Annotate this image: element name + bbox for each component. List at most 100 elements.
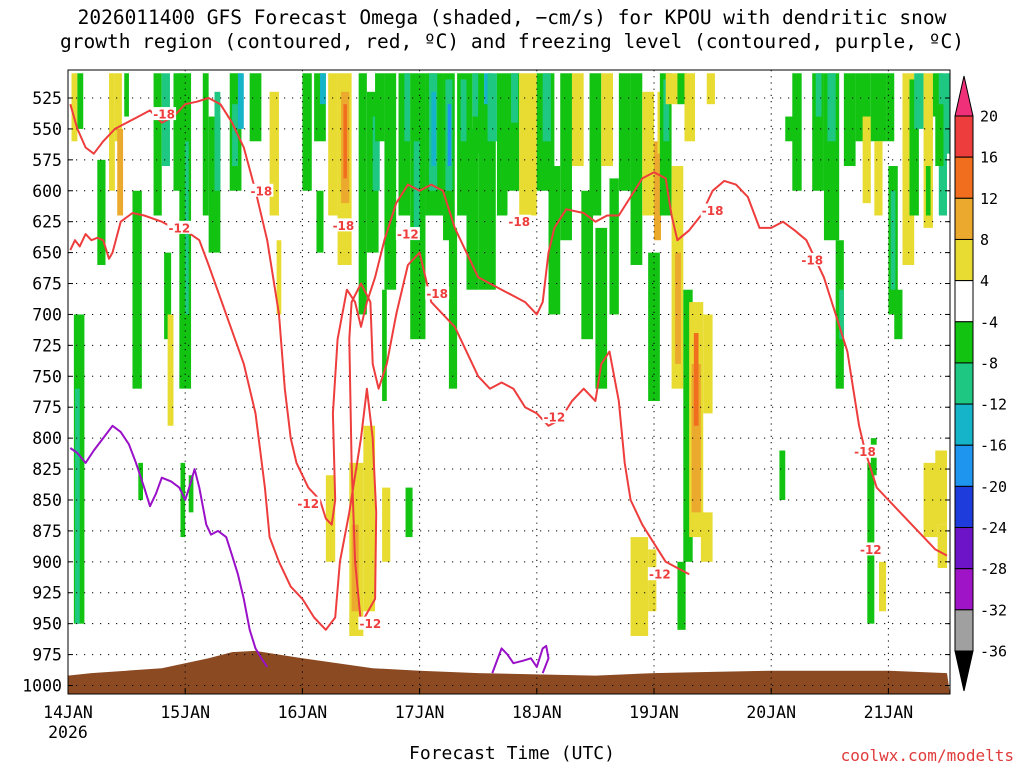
y-tick-label: 900 <box>32 553 62 572</box>
contour-label-text: -12 <box>544 411 566 425</box>
omega-cell <box>560 73 572 241</box>
omega-cell <box>706 73 715 105</box>
omega-cell <box>249 73 262 142</box>
colorbar: 20 16 12 8 4 -4 -8 -12 -16 -20 -24 -28 -32 -36 <box>954 75 1007 692</box>
contour-label: -12 <box>167 220 192 235</box>
y-tick-label: 550 <box>32 120 62 139</box>
contour-label-bg <box>800 253 825 267</box>
omega-cell <box>815 73 822 117</box>
contour-label-bg <box>395 227 420 241</box>
omega-cell <box>132 190 142 389</box>
colorbar-swatch <box>954 321 974 364</box>
omega-cell <box>879 561 887 612</box>
omega-cell <box>237 73 244 129</box>
y-tick-label: 875 <box>32 522 62 541</box>
y-tick-label: 650 <box>32 244 62 263</box>
colorbar-tick-label: -8 <box>980 354 998 372</box>
omega-cell <box>302 73 312 191</box>
omega-cell <box>862 116 871 204</box>
x-tick-label: 21JAN <box>864 703 914 722</box>
y-tick-label: 600 <box>32 182 62 201</box>
contour-labels: -18 -18 -12 -12 -18 -12 -18 -12 -18 -12 -18 -12 -18 -… <box>152 107 883 631</box>
omega-cell <box>507 73 520 191</box>
omega-cell <box>382 487 391 562</box>
contour-label-bg <box>852 444 877 458</box>
freezing-level-contours <box>69 424 550 674</box>
contour-label-bg <box>542 410 567 424</box>
omega-cell <box>935 450 947 525</box>
y-tick-label: 850 <box>32 491 62 510</box>
omega-cell <box>827 73 836 142</box>
omega-cell <box>384 73 397 290</box>
contour-label-bg <box>249 183 274 197</box>
omega-cell <box>677 73 687 105</box>
omega-cell <box>173 73 182 191</box>
contour-label-text: -18 <box>508 215 530 229</box>
omega-cell <box>276 240 282 315</box>
omega-cell <box>839 289 844 340</box>
dgz-contour-line <box>69 97 948 557</box>
dgz-contours <box>69 97 948 631</box>
contour-label-bg <box>331 218 356 232</box>
contour-label: -18 <box>152 107 177 122</box>
omega-cell <box>792 73 802 191</box>
omega-cell <box>630 73 643 265</box>
contour-label-text: -18 <box>426 287 448 301</box>
omega-cell <box>874 141 883 216</box>
x-tick-label: 15JAN <box>160 703 210 722</box>
colorbar-tick-label: -16 <box>980 437 1007 455</box>
omega-cell <box>316 190 324 253</box>
colorbar-tick-label: 4 <box>980 272 989 290</box>
contour-label: -12 <box>858 542 883 557</box>
omega-cell <box>932 73 943 117</box>
omega-cell <box>812 73 824 191</box>
contour-label: -12 <box>542 410 567 425</box>
omega-cell <box>358 73 367 315</box>
chart-title-line1: 2026011400 GFS Forecast Omega (shaded, −… <box>77 6 947 29</box>
omega-cell <box>684 73 696 142</box>
omega-cell <box>648 252 660 402</box>
contour-label: -18 <box>425 286 450 301</box>
omega-cell <box>923 462 938 538</box>
x-tick-label: 19JAN <box>629 703 679 722</box>
credit-link[interactable]: coolwx.com/modelts <box>840 746 1014 765</box>
omega-cell <box>366 91 379 253</box>
omega-cell <box>167 314 174 426</box>
colorbar-swatch <box>954 527 974 570</box>
omega-cell <box>925 166 931 216</box>
omega-cell <box>663 79 670 142</box>
omega-cell <box>431 91 437 167</box>
omega-cell <box>648 549 657 612</box>
omega-cell <box>448 227 458 389</box>
omega-cell <box>870 73 887 142</box>
contour-label-text: -18 <box>333 219 355 233</box>
colorbar-tick-label: -28 <box>980 560 1007 578</box>
omega-cell <box>700 512 713 562</box>
contour-label-bg <box>167 220 192 234</box>
y-tick-label: 575 <box>32 151 62 170</box>
colorbar-swatch <box>954 238 974 282</box>
colorbar-tick-label: -20 <box>980 478 1007 496</box>
y-tick-label: 775 <box>32 398 62 417</box>
colorbar-swatch <box>954 403 974 446</box>
omega-cell <box>589 73 602 216</box>
omega-cell <box>214 91 221 191</box>
colorbar-swatch <box>954 280 974 323</box>
contour-label: -12 <box>647 567 672 582</box>
colorbar-swatch <box>954 609 974 652</box>
colorbar-swatch <box>954 197 974 240</box>
omega-cell <box>909 79 919 216</box>
y-tick-label: 975 <box>32 646 62 665</box>
omega-cell <box>677 561 686 630</box>
contour-label-text: -18 <box>854 445 876 459</box>
omega-cell <box>77 73 84 129</box>
y-tick-label: 725 <box>32 336 62 355</box>
omega-cell <box>683 289 693 562</box>
colorbar-tick-label: -12 <box>980 396 1007 414</box>
omega-cell <box>328 73 338 216</box>
omega-cell <box>642 91 654 216</box>
colorbar-swatch <box>954 444 974 487</box>
omega-cell <box>654 141 662 241</box>
omega-cell <box>466 128 479 290</box>
